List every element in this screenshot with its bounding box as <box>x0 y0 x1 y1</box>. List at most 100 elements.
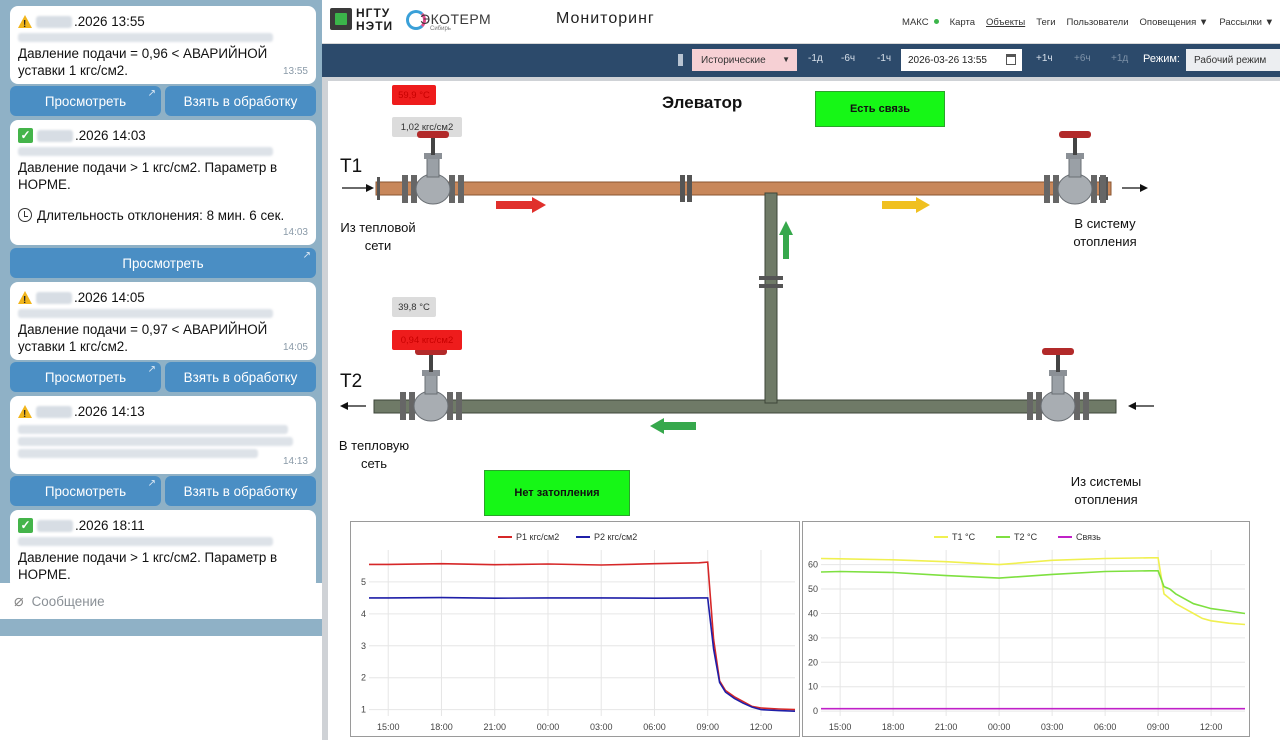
view-button[interactable]: Просмотреть ↗ <box>10 86 161 116</box>
nav-tags[interactable]: Теги <box>1036 17 1056 28</box>
calendar-icon[interactable] <box>1006 54 1016 65</box>
minus-1d-button[interactable]: -1д <box>808 53 823 64</box>
pressure-chart[interactable]: 15:00 18:00 21:00 00:00 03:00 06:00 09:00 12:00… <box>350 521 800 737</box>
flood-status: Нет затопления <box>484 470 630 516</box>
from-network-label: Из тепловой сети <box>340 220 416 253</box>
datetime-input[interactable]: 2026-03-26 13:55 <box>901 49 1022 71</box>
connection-status: Есть связь <box>815 91 945 127</box>
blurred-text <box>18 147 273 156</box>
t2-temperature-badge[interactable]: 39,8 °C <box>392 297 436 317</box>
ekoterm-logo-text: ЭКОТЕРМ <box>420 11 492 27</box>
supply-pipe <box>375 181 1112 196</box>
blurred-text <box>18 309 273 318</box>
valve-icon <box>400 348 462 422</box>
paperclip-icon[interactable]: ⌀ <box>14 593 24 610</box>
x-tick-label: 00:00 <box>988 722 1011 732</box>
message-date: .2026 14:13 <box>74 404 145 419</box>
button-label: Взять в обработку <box>183 483 298 499</box>
nav-map[interactable]: Карта <box>949 17 975 28</box>
chat-message: .2026 13:55 Давление подачи = 0,96 < АВА… <box>10 6 316 84</box>
view-button[interactable]: Просмотреть ↗ <box>10 362 161 392</box>
t2-label: T2 <box>340 371 363 392</box>
to-heating-label: В систему отопления <box>1073 216 1137 249</box>
flow-arrow-icon <box>882 197 930 213</box>
nav-mailings[interactable]: Рассылки ▼ <box>1219 17 1274 28</box>
time-toolbar: Исторические ▼ -1д -6ч -1ч 2026-03-26 13:… <box>322 44 1280 77</box>
blurred-text <box>18 449 258 458</box>
legend-entry: P1 кгс/см2 <box>516 532 559 542</box>
take-button[interactable]: Взять в обработку <box>165 476 316 506</box>
blurred-text <box>18 33 273 42</box>
x-tick-label: 06:00 <box>643 722 666 732</box>
message-time: 14:13 <box>282 456 308 467</box>
chat-message: ✓ .2026 18:11 Давление подачи > 1 кгс/см2… <box>10 510 316 590</box>
pipe-flange-icon <box>759 276 783 280</box>
check-icon: ✓ <box>18 128 33 143</box>
history-select[interactable]: Исторические ▼ <box>692 49 797 71</box>
view-button[interactable]: Просмотреть ↗ <box>10 248 316 278</box>
take-button[interactable]: Взять в обработку <box>165 362 316 392</box>
pipe-schematic <box>340 131 1154 434</box>
x-tick-label: 18:00 <box>430 722 453 732</box>
take-button[interactable]: Взять в обработку <box>165 86 316 116</box>
flow-arrow-icon <box>779 221 793 259</box>
y-tick-label: 10 <box>808 682 818 692</box>
legend-entry: T2 °C <box>1014 532 1038 542</box>
arrow-right-icon <box>1140 184 1148 192</box>
ekoterm-logo-sub: Сибирь <box>430 26 451 32</box>
t2-pressure-badge[interactable]: 0,94 кгс/см2 <box>392 330 462 350</box>
ekoterm-logo-mark <box>406 10 426 30</box>
y-tick-label: 60 <box>808 560 818 570</box>
button-label: Просмотреть <box>44 369 127 385</box>
arrow-left-icon <box>1128 402 1136 410</box>
flow-arrow-icon <box>650 418 696 434</box>
x-tick-label: 15:00 <box>829 722 852 732</box>
warning-icon <box>18 405 32 423</box>
minus-6h-button[interactable]: -6ч <box>841 53 856 64</box>
x-tick-label: 00:00 <box>537 722 560 732</box>
y-tick-label: 2 <box>361 673 366 683</box>
nav-notifications[interactable]: Оповещения ▼ <box>1139 17 1209 28</box>
blurred-text <box>36 405 72 418</box>
nav-users[interactable]: Пользователи <box>1066 17 1129 28</box>
blurred-text <box>37 519 73 532</box>
to-network-label: В тепловую сеть <box>338 438 410 471</box>
chat-panel: .2026 13:55 Давление подачи = 0,96 < АВА… <box>0 0 322 740</box>
temperature-chart[interactable]: 15:00 18:00 21:00 00:00 03:00 06:00 09:00 12:00… <box>802 521 1250 737</box>
ngtu-logo[interactable]: НГТУ НЭТИ <box>330 7 404 34</box>
message-time: 14:05 <box>282 342 308 353</box>
temperature-chart-svg: 15:00 18:00 21:00 00:00 03:00 06:00 09:00 12:00… <box>808 532 1246 732</box>
message-text: Давление подачи = 0,96 < АВАРИЙНОЙ устав… <box>18 46 268 78</box>
nav-maks[interactable]: МАКС <box>902 17 939 28</box>
series-line <box>369 561 796 711</box>
blurred-text <box>18 425 288 434</box>
valve-icon <box>1027 348 1089 422</box>
t1-temperature-badge[interactable]: 59,9 °C <box>392 85 436 105</box>
message-text: Давление подачи > 1 кгс/см2. Параметр в … <box>18 160 278 192</box>
dropdown-arrow-icon: ▼ <box>1198 17 1209 28</box>
plus-6h-button[interactable]: +6ч <box>1074 53 1091 64</box>
nav-objects[interactable]: Объекты <box>986 17 1026 28</box>
chat-message: .2026 14:05 Давление подачи = 0,97 < АВА… <box>10 282 316 360</box>
button-label: Просмотреть <box>44 483 127 499</box>
chat-message: ✓ .2026 14:03 Давление подачи > 1 кгс/см2… <box>10 120 316 245</box>
pipe-flange-icon <box>687 175 692 202</box>
mode-select[interactable]: Рабочий режим <box>1186 49 1280 71</box>
message-time: 14:03 <box>282 227 308 238</box>
monitoring-app: НГТУ НЭТИ ЭКОТЕРМ Сибирь Мониторинг МАКС … <box>322 0 1280 740</box>
external-link-icon: ↗ <box>147 88 156 99</box>
plus-1h-button[interactable]: +1ч <box>1036 53 1053 64</box>
minus-1h-button[interactable]: -1ч <box>877 53 892 64</box>
y-tick-label: 0 <box>813 706 818 716</box>
blurred-text <box>18 537 273 546</box>
y-tick-label: 40 <box>808 608 818 618</box>
legend-entry: Связь <box>1076 532 1101 542</box>
message-text: Давление подачи = 0,97 < АВАРИЙНОЙ устав… <box>18 322 268 354</box>
plus-1d-button[interactable]: +1д <box>1111 53 1129 64</box>
message-time: 13:55 <box>282 66 308 77</box>
view-button[interactable]: Просмотреть ↗ <box>10 476 161 506</box>
pipe-flange-icon <box>680 175 685 202</box>
x-tick-label: 03:00 <box>590 722 613 732</box>
blurred-text <box>37 129 73 142</box>
message-input[interactable]: ⌀ Сообщение <box>0 583 322 619</box>
